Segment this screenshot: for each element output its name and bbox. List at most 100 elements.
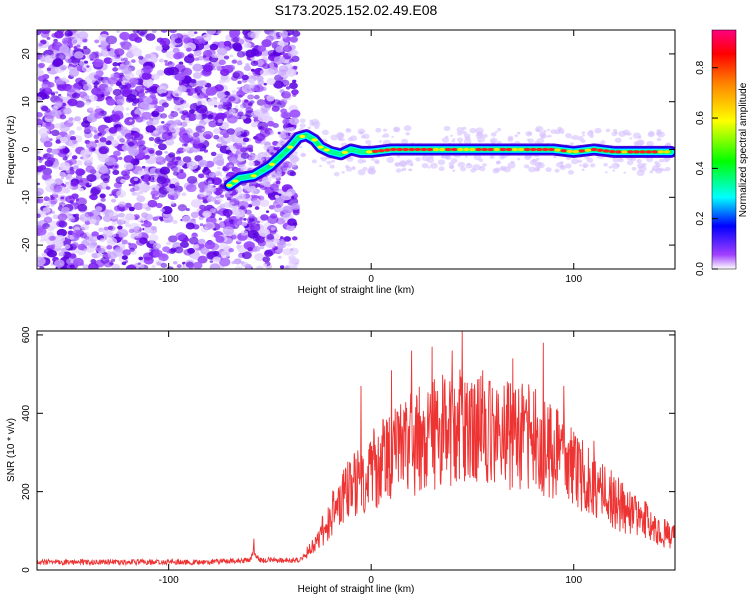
noise-blob xyxy=(611,131,618,137)
noise-blob xyxy=(109,193,113,197)
noise-blob xyxy=(81,120,90,128)
noise-blob xyxy=(192,63,203,72)
x-tick-label: 0 xyxy=(368,575,374,586)
noise-blob xyxy=(152,187,156,190)
noise-blob xyxy=(93,130,98,134)
noise-blob xyxy=(155,45,163,51)
noise-blob xyxy=(243,42,252,49)
noise-blob xyxy=(88,106,95,112)
ridge-peak xyxy=(627,150,634,154)
noise-blob xyxy=(103,57,113,64)
y-tick-label: 600 xyxy=(21,326,32,343)
noise-blob xyxy=(479,166,486,172)
noise-blob xyxy=(138,263,145,269)
noise-blob xyxy=(281,34,288,39)
noise-blob xyxy=(68,130,76,135)
noise-blob xyxy=(99,238,106,243)
noise-blob xyxy=(383,128,388,132)
noise-blob xyxy=(81,47,91,55)
noise-blob xyxy=(232,37,240,43)
noise-blob xyxy=(259,69,269,76)
noise-blob xyxy=(234,265,243,269)
noise-blob xyxy=(248,147,253,151)
noise-blob xyxy=(202,169,207,173)
noise-blob xyxy=(239,205,246,210)
noise-blob xyxy=(262,176,269,182)
noise-blob xyxy=(395,162,400,166)
noise-blob xyxy=(261,158,265,161)
noise-blob xyxy=(206,215,217,224)
noise-blob xyxy=(266,95,275,102)
noise-blob xyxy=(181,102,190,109)
noise-blob xyxy=(415,157,421,162)
noise-blob xyxy=(72,92,80,99)
noise-speckle xyxy=(37,30,672,269)
noise-blob xyxy=(153,100,158,105)
noise-blob xyxy=(133,177,139,182)
ridge-peak xyxy=(651,150,658,154)
ridge-peak xyxy=(469,147,476,152)
noise-blob xyxy=(90,259,97,264)
noise-blob xyxy=(181,110,189,116)
noise-blob xyxy=(55,134,62,140)
noise-blob xyxy=(216,166,221,170)
noise-blob xyxy=(138,256,144,261)
noise-blob xyxy=(161,131,173,141)
noise-blob xyxy=(99,166,109,174)
ridge-peak xyxy=(341,150,349,154)
noise-blob xyxy=(238,94,243,98)
noise-blob xyxy=(206,195,215,203)
noise-blob xyxy=(345,166,353,172)
noise-blob xyxy=(170,201,175,205)
noise-blob xyxy=(645,156,654,163)
noise-blob xyxy=(289,109,301,119)
ridge-peak xyxy=(481,147,488,152)
frequency-ridge xyxy=(223,129,675,192)
ridge-peak xyxy=(250,174,257,178)
snr-y-axis: 0 200 400 600 xyxy=(21,326,675,573)
noise-blob xyxy=(111,198,117,203)
noise-blob xyxy=(136,106,140,109)
noise-blob xyxy=(160,262,168,268)
noise-blob xyxy=(596,156,600,159)
noise-blob xyxy=(213,105,218,108)
noise-blob xyxy=(156,69,165,76)
noise-blob xyxy=(241,251,252,260)
noise-blob xyxy=(460,166,467,172)
noise-blob xyxy=(293,156,300,162)
noise-blob xyxy=(129,187,136,193)
noise-blob xyxy=(195,114,203,120)
noise-blob xyxy=(93,134,100,140)
noise-blob xyxy=(51,33,58,38)
noise-blob xyxy=(240,261,245,265)
noise-blob xyxy=(227,64,236,71)
noise-blob xyxy=(288,161,297,168)
noise-blob xyxy=(250,68,255,72)
noise-blob xyxy=(62,40,68,44)
colorbar-tick-label: 0.2 xyxy=(695,211,706,225)
noise-blob xyxy=(144,53,152,59)
noise-blob xyxy=(234,130,242,136)
noise-blob xyxy=(443,125,451,132)
noise-blob xyxy=(67,116,76,124)
noise-blob xyxy=(41,252,47,257)
noise-blob xyxy=(150,190,159,197)
noise-blob xyxy=(612,128,618,133)
noise-blob xyxy=(84,155,94,163)
noise-blob xyxy=(247,94,255,100)
y-tick-label: 400 xyxy=(21,404,32,421)
noise-blob xyxy=(103,226,109,231)
noise-blob xyxy=(92,241,98,246)
noise-blob xyxy=(166,96,173,101)
noise-blob xyxy=(656,137,662,142)
noise-blob xyxy=(268,204,275,210)
noise-blob xyxy=(59,171,66,177)
noise-blob xyxy=(125,223,131,228)
noise-blob xyxy=(112,248,124,257)
noise-blob xyxy=(240,230,249,236)
noise-blob xyxy=(43,140,53,148)
noise-blob xyxy=(205,87,217,96)
noise-blob xyxy=(100,45,107,51)
noise-blob xyxy=(156,176,167,184)
